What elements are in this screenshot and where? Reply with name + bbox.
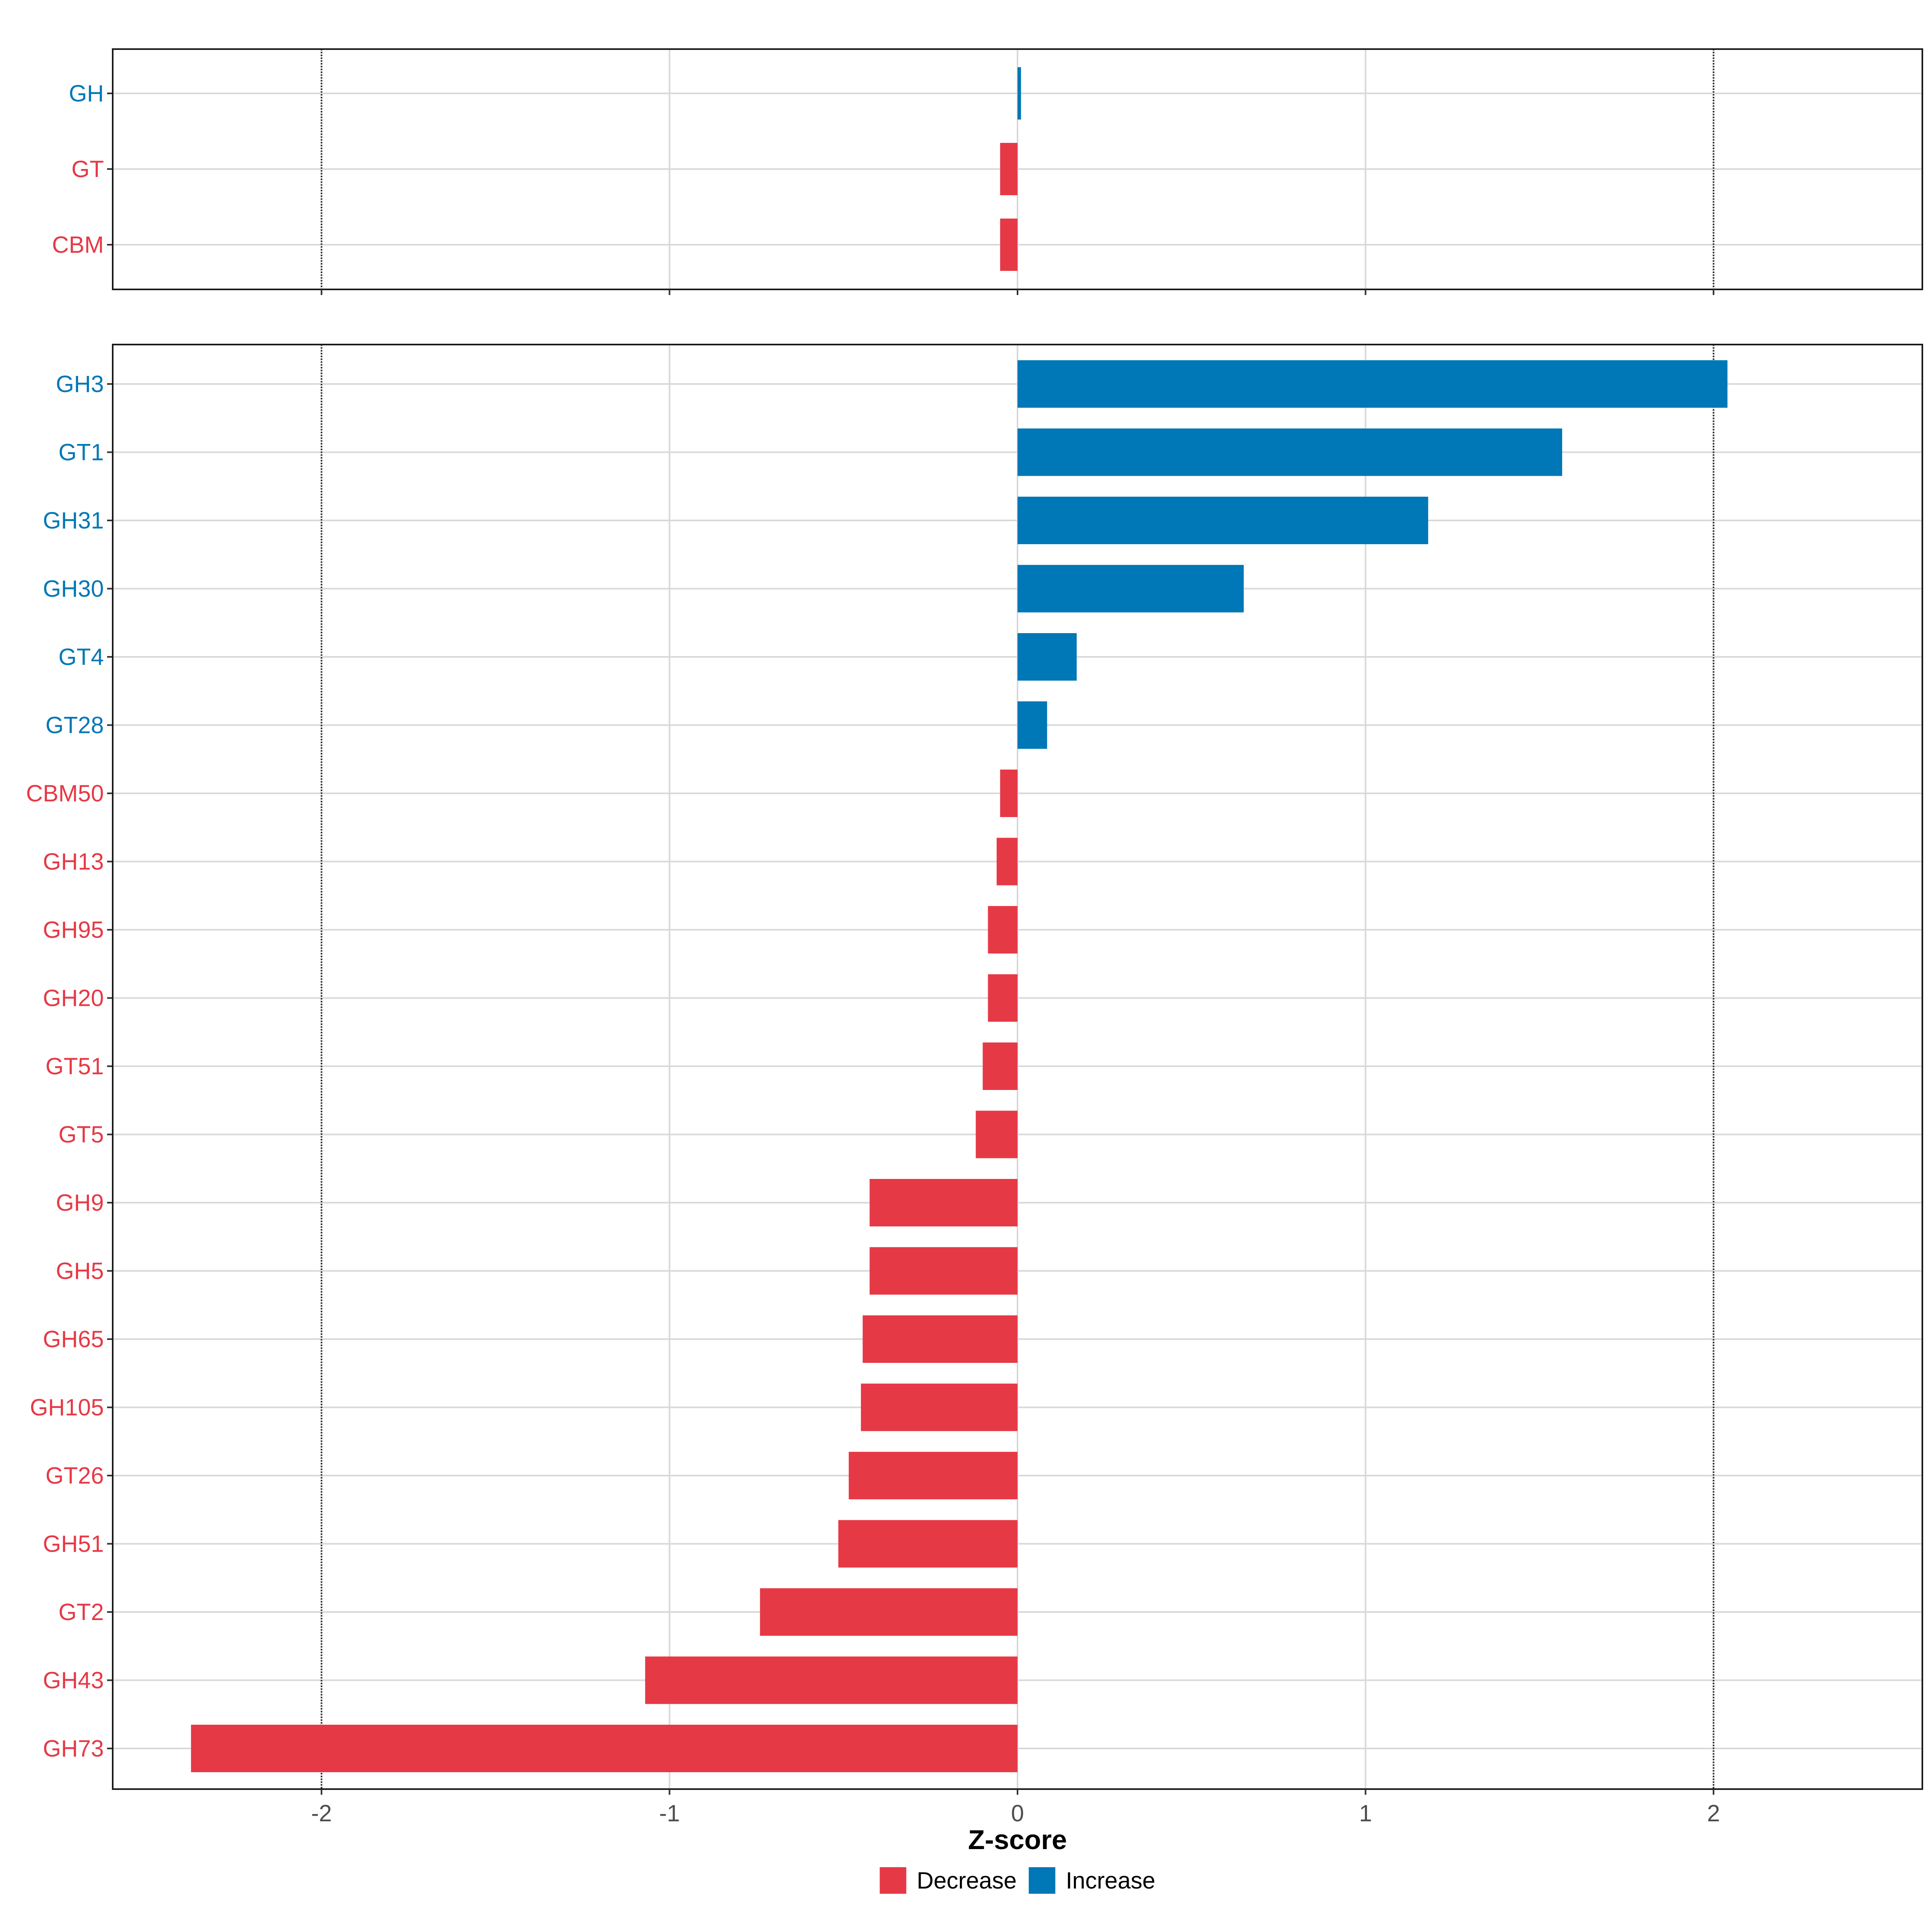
bar-gh105 [861,1383,1018,1431]
bar-gh13 [997,838,1018,886]
y-tick-label: GT [71,156,104,182]
y-tick-label: GH9 [56,1190,104,1216]
y-tick-label: GH95 [43,917,104,943]
bar-cbm [1000,219,1018,271]
bar-gh43 [645,1656,1018,1704]
legend: Decrease Increase [879,1867,1155,1894]
y-tick-label: GH43 [43,1668,104,1694]
x-axis-label: Z-score [968,1825,1067,1855]
legend-label: Decrease [917,1868,1017,1894]
bar-gh31 [1018,497,1428,544]
bar-gh65 [863,1315,1018,1363]
y-tick-label: GH30 [43,576,104,602]
bar-gt26 [848,1452,1018,1499]
y-tick-label: GT5 [58,1122,104,1148]
y-tick-label: GH65 [43,1326,104,1352]
bar-gh95 [988,906,1018,954]
y-tick-label: GH51 [43,1531,104,1557]
bar-gt51 [983,1042,1018,1090]
y-tick-label: GH105 [30,1395,104,1421]
y-tick-label: CBM [52,232,104,258]
panels: GH GT CBM GH3 GT1 GH31 GH30 GT4 GT28 CBM50 GH13 GH9… [26,48,1923,1795]
x-tick-label: 1 [1359,1800,1372,1827]
y-tick-label: GH73 [43,1736,104,1762]
legend-swatch [1028,1867,1055,1894]
bar-gh51 [838,1520,1018,1568]
bar-gh9 [869,1179,1018,1226]
bar-gh5 [869,1247,1018,1295]
bar-cbm50 [1000,770,1018,817]
x-tick-label: 2 [1707,1800,1720,1827]
bar-gt1 [1018,428,1563,476]
y-tick-label: GT26 [45,1463,104,1489]
y-tick-label: GT51 [45,1053,104,1080]
x-tick-label: 0 [1011,1800,1024,1827]
legend-label: Increase [1066,1868,1155,1894]
bar-gh30 [1018,565,1244,613]
y-tick-label: GH31 [43,508,104,534]
bar-gh3 [1018,360,1728,408]
legend-item-increase: Increase [1028,1867,1155,1894]
y-tick-label: GT28 [45,712,104,739]
legend-swatch [879,1867,906,1894]
y-tick-label: GT1 [58,440,104,466]
bar-gt28 [1018,701,1047,749]
bar-gt5 [976,1110,1018,1158]
y-tick-label: CBM50 [26,780,104,807]
bar-gt2 [760,1588,1018,1636]
y-tick-label: GT2 [58,1599,104,1625]
y-tick-label: GH13 [43,849,104,875]
y-tick-label: GH5 [56,1258,104,1284]
bar-gt [1000,143,1018,195]
panel-2: GH3 GT1 GH31 GH30 GT4 GT28 CBM50 GH13 GH95 GH20 GT… [26,344,1923,1795]
x-tick-label: -2 [311,1800,332,1827]
x-axis: -2 -1 0 1 2 [311,1800,1720,1827]
y-tick-label: GT4 [58,644,104,670]
bar-gh [1018,67,1021,120]
bar-gh20 [988,974,1018,1022]
y-tick-label: GH3 [56,371,104,397]
bar-gh73 [191,1725,1018,1772]
y-tick-label: GH [69,80,104,107]
legend-item-decrease: Decrease [879,1867,1017,1894]
x-tick-label: -1 [659,1800,680,1827]
bar-gt4 [1018,633,1077,681]
panel-1: GH GT CBM [52,48,1923,295]
y-tick-label: GH20 [43,985,104,1011]
